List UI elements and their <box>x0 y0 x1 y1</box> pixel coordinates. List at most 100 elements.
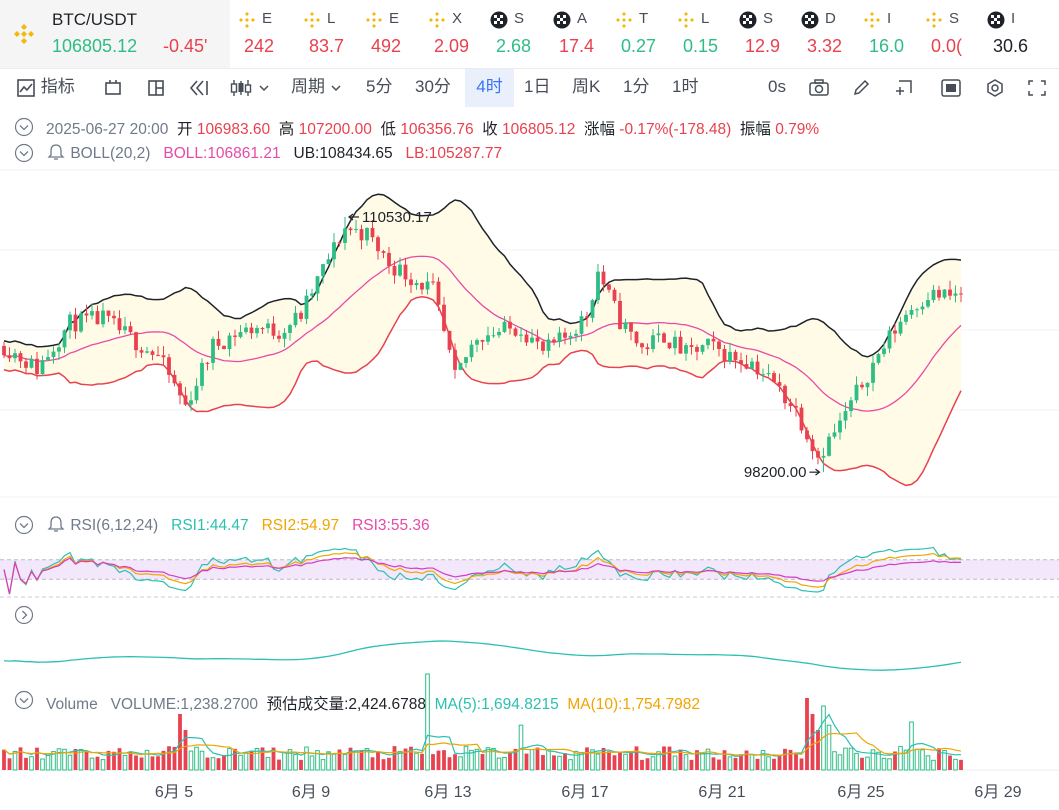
candle-body <box>761 374 765 376</box>
candle-body <box>475 340 479 345</box>
ticker-item[interactable]: I 16.0 <box>857 0 919 68</box>
bell-icon[interactable] <box>46 143 66 161</box>
candle-body <box>282 332 287 339</box>
volume-bar <box>397 750 403 771</box>
rsi2-line <box>3 552 962 595</box>
candle-body <box>788 403 793 407</box>
interval-5m[interactable]: 5分 <box>366 77 393 96</box>
volume-bar <box>167 746 171 770</box>
volume-bar <box>315 750 320 771</box>
candle-body <box>486 335 490 342</box>
collapse-icon[interactable] <box>14 690 34 710</box>
ticker-item[interactable]: T 0.27 <box>609 0 671 68</box>
replay-button[interactable] <box>188 69 210 107</box>
candle-body <box>134 332 138 351</box>
collapse-icon[interactable] <box>14 515 34 535</box>
boll-band-fill <box>4 194 961 486</box>
fullscreen-icon <box>1028 79 1046 96</box>
fullscreen-button[interactable] <box>1026 69 1048 107</box>
volume-bar <box>112 751 116 770</box>
candles <box>2 216 963 473</box>
draw-button[interactable] <box>851 69 871 107</box>
x-tick-label: 6月 17 <box>561 784 608 801</box>
interval-1d[interactable]: 1日 <box>524 77 551 96</box>
volume-bar <box>705 748 711 771</box>
settings-button[interactable] <box>984 69 1006 107</box>
candle-body <box>354 229 358 231</box>
volume-bar <box>722 750 727 770</box>
volume-bar <box>199 750 205 771</box>
volume-bar <box>227 748 232 771</box>
screenshot-button[interactable] <box>808 69 830 107</box>
ticker-bar: BTC/USDT 106805.12 -0.45' E 242 L 83.7 E 492 X… <box>0 0 1059 69</box>
ticker-item[interactable]: E 242 <box>232 0 297 68</box>
layout-split-button[interactable] <box>146 69 166 107</box>
expand-icon[interactable] <box>14 605 34 625</box>
ticker-item[interactable]: S 0.0( <box>919 0 981 68</box>
candle-body <box>876 354 881 363</box>
candle-body <box>689 345 694 347</box>
chevron-down-icon <box>259 84 269 91</box>
candle-body <box>194 385 199 401</box>
main-symbol: BTC/USDT <box>52 10 137 29</box>
ticker-price: 16.0 <box>869 36 905 56</box>
volume-bar <box>282 751 287 771</box>
ticker-item[interactable]: L 0.15 <box>671 0 733 68</box>
volume-bar <box>205 757 210 770</box>
collapse-icon[interactable] <box>14 117 34 137</box>
chart-type-dropdown[interactable] <box>229 69 270 107</box>
volume-bar <box>210 757 216 771</box>
volume-bar <box>552 755 556 770</box>
collapse-icon[interactable] <box>14 143 34 163</box>
volume-bar <box>348 747 353 770</box>
indicators-button[interactable]: 指标 <box>16 69 75 107</box>
ticker-item[interactable]: A 17.4 <box>547 0 609 68</box>
candle-body <box>871 362 875 383</box>
candle-body <box>717 341 721 349</box>
main-ticker[interactable]: BTC/USDT 106805.12 -0.45' <box>0 0 230 68</box>
ticker-item[interactable]: L 83.7 <box>297 0 359 68</box>
ticker-item[interactable]: S 12.9 <box>733 0 795 68</box>
add-drawing-button[interactable] <box>893 69 915 107</box>
ticker-item[interactable]: D 3.32 <box>795 0 857 68</box>
indicator-chart-icon <box>17 78 35 97</box>
candle-body <box>640 343 644 348</box>
candle-body <box>79 313 83 332</box>
chart-mode-button[interactable] <box>940 69 962 107</box>
interval-1w[interactable]: 周K <box>572 77 601 96</box>
volume-bar <box>359 750 364 770</box>
candle-body <box>464 357 468 363</box>
candle-body <box>618 300 622 330</box>
ticker-item[interactable]: I 30.6 <box>981 0 1059 68</box>
ticker-item[interactable]: E 492 <box>359 0 422 68</box>
interval-30m[interactable]: 30分 <box>415 77 451 96</box>
candle-body <box>205 362 210 364</box>
interval-1h[interactable]: 1时 <box>672 77 699 96</box>
volume-bar <box>84 750 89 770</box>
candle-body <box>469 344 474 358</box>
layout-single-button[interactable] <box>103 69 123 107</box>
interval-1min[interactable]: 1分 <box>623 77 650 96</box>
candle-body <box>612 289 617 301</box>
volume-bar <box>474 748 480 771</box>
volume-bar <box>739 754 743 770</box>
candle-body <box>249 327 254 334</box>
volume-bar <box>381 759 386 770</box>
ticker-item[interactable]: X 2.09 <box>422 0 484 68</box>
ticker-item[interactable]: S 2.68 <box>484 0 547 68</box>
candle-body <box>827 436 831 456</box>
period-dropdown[interactable]: 周期 <box>291 69 342 107</box>
volume-bar <box>216 758 221 770</box>
volume-estimate: 预估成交量:2,424.6788 <box>266 696 426 713</box>
volume-bar <box>744 750 749 770</box>
candle-body <box>359 229 364 241</box>
split-panel-icon <box>148 79 164 96</box>
volume-bar <box>469 749 474 771</box>
volume-bar <box>942 750 947 771</box>
volume-bar <box>573 750 579 771</box>
volume-bar <box>265 756 271 771</box>
volume-bar <box>364 748 370 771</box>
volume-bar <box>453 754 457 770</box>
bell-icon[interactable] <box>46 515 66 533</box>
interval-4h[interactable]: 4时 <box>465 69 514 107</box>
